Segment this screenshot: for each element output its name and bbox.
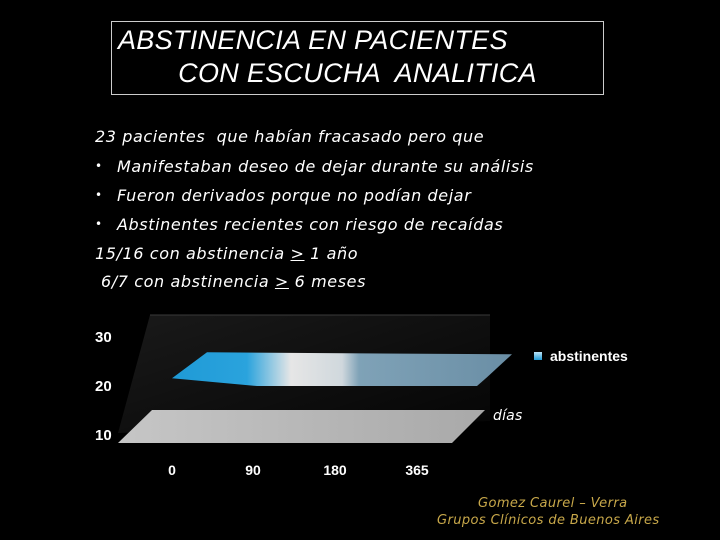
y-tick-label: 20 — [95, 378, 112, 395]
stat-1-suffix: 1 año — [304, 244, 359, 263]
bullet-marker: • — [95, 159, 103, 173]
stat-line-2: 6/7 con abstinencia > 6 meses — [101, 272, 366, 291]
x-tick-label: 0 — [168, 462, 176, 478]
legend-swatch — [534, 352, 542, 360]
series-area-abstinentes — [172, 352, 512, 386]
y-tick-label: 10 — [95, 427, 112, 444]
credit-line-1: Gomez Caurel – Verra — [478, 496, 628, 511]
title-box: ABSTINENCIA EN PACIENTES CON ESCUCHA ANA… — [111, 21, 604, 95]
stat-2-suffix: 6 meses — [288, 272, 367, 291]
credit-line-2: Grupos Clínicos de Buenos Aires — [437, 513, 660, 528]
legend-label: abstinentes — [550, 348, 628, 364]
stat-1-symbol: > — [290, 244, 305, 263]
stat-line-1: 15/16 con abstinencia > 1 año — [95, 244, 358, 263]
x-axis-label: días — [493, 408, 523, 424]
title-line-2: CON ESCUCHA ANALITICA — [178, 58, 537, 88]
bullet-item-2: Fueron derivados porque no podían dejar — [117, 186, 472, 205]
title-line-1: ABSTINENCIA EN PACIENTES — [118, 25, 508, 55]
stat-2-prefix: 6/7 con abstinencia — [101, 272, 275, 291]
y-tick-label: 30 — [95, 329, 112, 346]
bullet-item-1: Manifestaban deseo de dejar durante su a… — [117, 157, 534, 176]
bullet-marker: • — [95, 217, 103, 231]
chart-floor — [118, 410, 485, 443]
stat-2-symbol: > — [274, 272, 289, 291]
bullet-marker: • — [95, 188, 103, 202]
x-tick-label: 365 — [405, 462, 429, 478]
x-tick-label: 180 — [323, 462, 347, 478]
intro-text: 23 pacientes que habían fracasado pero q… — [95, 127, 485, 146]
bullet-item-3: Abstinentes recientes con riesgo de reca… — [117, 215, 504, 234]
x-tick-label: 90 — [245, 462, 261, 478]
stat-1-prefix: 15/16 con abstinencia — [95, 244, 291, 263]
